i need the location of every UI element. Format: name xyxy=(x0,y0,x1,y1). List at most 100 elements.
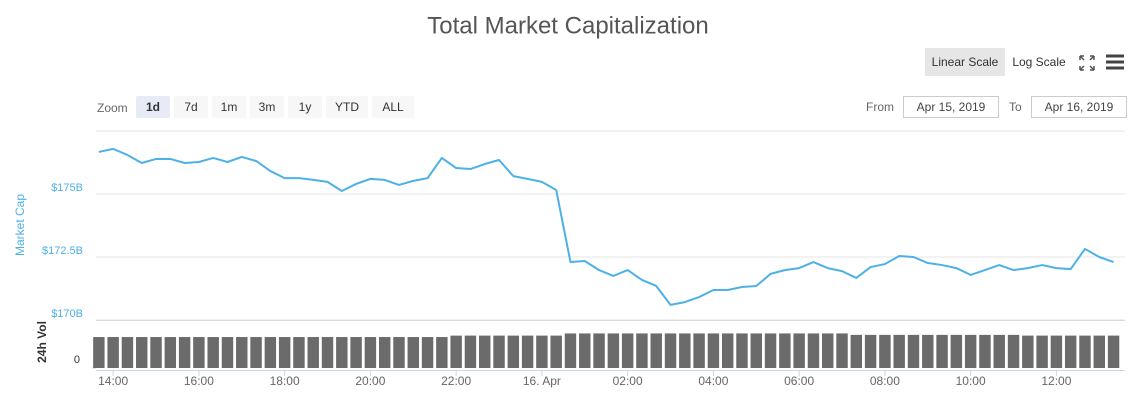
y-tick-label: $172.5B xyxy=(42,245,83,257)
volume-bar xyxy=(793,333,805,368)
volume-bar xyxy=(636,333,648,368)
volume-bar xyxy=(236,337,248,368)
volume-bar xyxy=(307,337,319,368)
volume-bar xyxy=(993,334,1005,368)
volume-axis-title: 24h Vol xyxy=(35,321,49,363)
from-label: From xyxy=(866,100,894,114)
volume-bar xyxy=(107,337,119,368)
volume-bar xyxy=(864,334,877,368)
x-tick-label: 18:00 xyxy=(270,374,300,388)
volume-bar xyxy=(264,337,277,368)
volume-bar xyxy=(721,333,734,368)
fullscreen-icon[interactable] xyxy=(1079,55,1095,71)
market-cap-line xyxy=(98,147,1114,306)
zoom-button[interactable]: 1d xyxy=(136,96,170,118)
volume-bar xyxy=(979,334,991,368)
volume-bar xyxy=(922,334,934,368)
volume-bar xyxy=(936,334,948,368)
from-date-input[interactable]: Apr 15, 2019 xyxy=(903,96,999,118)
x-tick-label: 16:00 xyxy=(184,374,214,388)
volume-bar xyxy=(507,335,520,368)
volume-bar xyxy=(336,337,348,368)
volume-tick-label: 0 xyxy=(74,354,80,366)
volume-bar xyxy=(378,337,391,368)
volume-bar xyxy=(950,334,963,368)
volume-bar xyxy=(707,333,720,368)
volume-bar xyxy=(964,334,977,368)
volume-bar xyxy=(93,337,105,368)
volume-bar xyxy=(593,333,605,368)
volume-bar xyxy=(150,337,162,368)
volume-bar xyxy=(907,334,920,368)
volume-bar xyxy=(1064,335,1077,368)
x-tick-label: 22:00 xyxy=(441,374,471,388)
volume-bar xyxy=(850,334,863,368)
volume-bar xyxy=(450,335,462,368)
x-tick-label: 12:00 xyxy=(1041,374,1071,388)
volume-bar xyxy=(564,333,577,368)
x-tick-label: 14:00 xyxy=(98,374,128,388)
volume-bar xyxy=(1036,335,1048,368)
volume-bar xyxy=(1007,334,1020,368)
volume-bar xyxy=(764,333,777,368)
volume-bar xyxy=(1050,335,1063,368)
volume-bar xyxy=(664,333,677,368)
volume-bar xyxy=(350,337,362,368)
scale-button[interactable]: Log Scale xyxy=(1012,55,1066,69)
zoom-label: Zoom xyxy=(97,101,128,115)
volume-bar xyxy=(693,333,705,368)
volume-bar xyxy=(650,333,662,368)
x-tick-label: 04:00 xyxy=(698,374,728,388)
y-tick-label: $175B xyxy=(51,182,83,194)
volume-bar xyxy=(807,333,820,368)
volume-bar xyxy=(464,335,477,368)
volume-bar xyxy=(621,333,634,368)
volume-bar xyxy=(679,333,691,368)
x-tick-label: 16. Apr xyxy=(523,374,561,388)
x-tick-label: 02:00 xyxy=(613,374,643,388)
volume-bar xyxy=(750,333,762,368)
volume-bar xyxy=(493,335,505,368)
x-tick-label: 10:00 xyxy=(956,374,986,388)
volume-bar xyxy=(579,333,591,368)
volume-bar xyxy=(250,337,262,368)
volume-bar xyxy=(178,337,191,368)
y-axis-title: Market Cap xyxy=(13,194,27,256)
volume-bar xyxy=(736,333,748,368)
zoom-button[interactable]: 1m xyxy=(212,96,246,118)
to-label: To xyxy=(1009,100,1022,114)
menu-icon[interactable] xyxy=(1106,54,1124,70)
volume-bar xyxy=(1107,335,1120,368)
x-tick-label: 08:00 xyxy=(870,374,900,388)
volume-bar xyxy=(550,335,562,368)
volume-bar xyxy=(879,334,891,368)
volume-bar xyxy=(121,337,134,368)
volume-bar xyxy=(221,337,234,368)
volume-bar xyxy=(321,337,334,368)
volume-bar xyxy=(193,337,205,368)
zoom-button[interactable]: 3m xyxy=(250,96,284,118)
volume-bar xyxy=(393,337,405,368)
volume-bar xyxy=(293,337,305,368)
x-tick-label: 06:00 xyxy=(784,374,814,388)
x-tick-label: 20:00 xyxy=(355,374,385,388)
zoom-button[interactable]: 7d xyxy=(174,96,208,118)
volume-bar xyxy=(822,333,834,368)
volume-bar xyxy=(164,337,177,368)
volume-bar xyxy=(1093,335,1105,368)
volume-bar xyxy=(607,333,620,368)
to-date-input[interactable]: Apr 16, 2019 xyxy=(1031,96,1127,118)
zoom-button[interactable]: ALL xyxy=(372,96,414,118)
zoom-button[interactable]: 1y xyxy=(288,96,322,118)
volume-bar xyxy=(421,337,434,368)
volume-bar xyxy=(536,335,548,368)
volume-bar xyxy=(779,333,791,368)
zoom-button[interactable]: YTD xyxy=(326,96,368,118)
chart-title: Total Market Capitalization xyxy=(427,12,708,39)
volume-bar xyxy=(436,337,448,368)
scale-button[interactable]: Linear Scale xyxy=(925,48,1005,76)
volume-bar xyxy=(364,337,377,368)
volume-bar xyxy=(407,337,419,368)
